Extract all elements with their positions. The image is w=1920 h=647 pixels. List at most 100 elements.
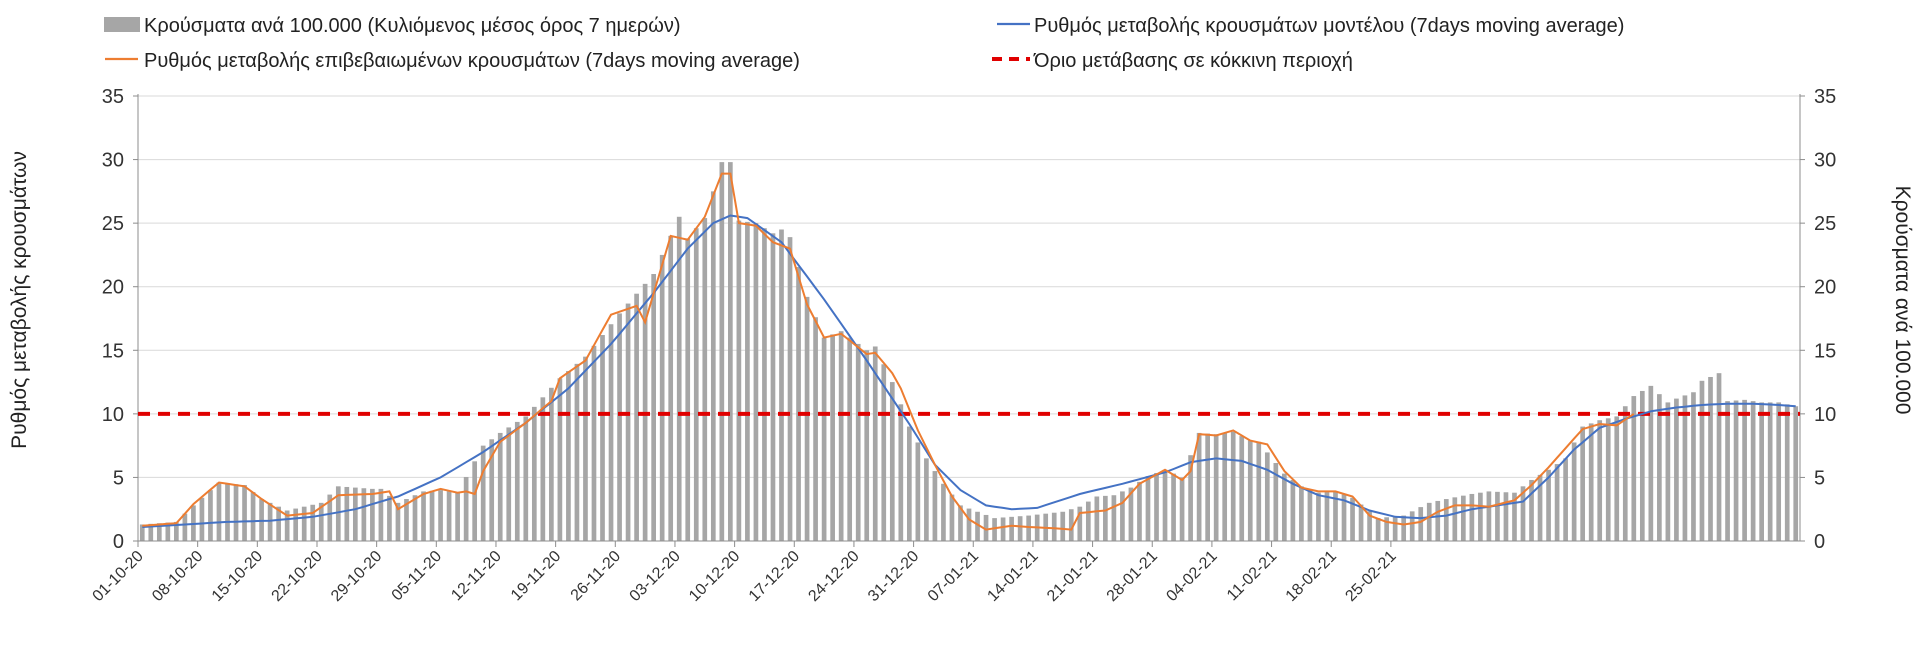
bar — [1452, 497, 1458, 541]
bar — [710, 191, 716, 541]
bar — [463, 477, 469, 541]
bar — [523, 416, 529, 541]
bar — [1409, 511, 1415, 541]
bar — [898, 404, 904, 541]
bar — [796, 267, 801, 541]
bar — [1384, 517, 1389, 541]
y-axis-right-ticks: 0 5 10 15 20 25 30 35 — [1814, 86, 1836, 553]
x-tick-label: 28-01-21 — [1104, 548, 1161, 605]
line-series — [138, 172, 1800, 531]
bar — [1367, 511, 1372, 541]
bar — [1682, 395, 1688, 541]
bar — [1767, 402, 1773, 541]
bar — [745, 221, 750, 541]
bar — [1486, 491, 1492, 541]
bar — [1333, 491, 1338, 541]
bar — [233, 484, 239, 541]
y-tick-label-left: 30 — [102, 150, 124, 172]
model-rate-line — [142, 214, 1796, 528]
bar — [438, 490, 443, 541]
bar — [1750, 401, 1756, 541]
bar — [1665, 402, 1671, 541]
bar — [1639, 390, 1645, 541]
bar — [1094, 496, 1100, 541]
bar — [838, 331, 844, 541]
y-tick-label-left: 25 — [102, 213, 124, 235]
confirmed-rate-line — [142, 172, 1635, 531]
bar — [1708, 376, 1713, 541]
bar — [242, 485, 247, 541]
bar — [455, 492, 460, 541]
bar — [634, 293, 639, 541]
bar — [992, 518, 997, 541]
bar — [932, 471, 938, 541]
bar — [762, 228, 767, 541]
bar — [557, 378, 563, 541]
bar — [1222, 432, 1228, 541]
bar — [651, 274, 656, 541]
bar — [821, 337, 827, 541]
bar — [1213, 434, 1219, 541]
bar — [1503, 492, 1509, 541]
bar — [1733, 400, 1739, 541]
bar — [659, 254, 665, 541]
bar — [139, 524, 145, 541]
bar — [1154, 472, 1159, 541]
bar — [514, 421, 520, 541]
bar — [1495, 491, 1500, 541]
y-tick-label-left: 35 — [102, 86, 124, 108]
bar — [1247, 440, 1253, 541]
bar — [1401, 515, 1407, 541]
y-tick-label-right: 15 — [1814, 340, 1836, 362]
bar — [344, 486, 350, 541]
y-axis-left-title: Ρυθμός μεταβολής κρουσμάτων — [8, 151, 31, 449]
bar — [327, 494, 333, 541]
axes — [133, 94, 1805, 542]
bar — [1205, 433, 1210, 541]
bar — [1699, 380, 1705, 541]
bar — [395, 502, 401, 541]
bar — [1418, 507, 1424, 541]
bar — [1776, 402, 1782, 541]
legend-label-threshold: Όριο μετάβασης σε κόκκινη περιοχή — [1033, 50, 1353, 72]
x-tick-label: 21-01-21 — [1044, 548, 1101, 605]
bar — [1546, 469, 1551, 541]
bar — [1188, 455, 1193, 541]
bar — [1264, 452, 1270, 541]
bar — [958, 505, 963, 541]
x-tick-label: 29-10-20 — [328, 548, 385, 605]
x-tick-label: 17-12-20 — [746, 548, 803, 605]
x-tick-label: 24-12-20 — [805, 548, 862, 605]
bar — [1691, 392, 1696, 541]
bar — [1307, 489, 1313, 541]
bar — [310, 504, 316, 541]
x-tick-label: 15-10-20 — [209, 548, 266, 605]
x-tick-label: 22-10-20 — [269, 548, 326, 605]
bar — [531, 406, 537, 541]
x-tick-label: 26-11-20 — [568, 548, 625, 605]
bar — [1137, 481, 1142, 541]
bar — [1426, 502, 1432, 541]
bar — [361, 488, 367, 541]
x-tick-label: 12-11-20 — [448, 548, 505, 605]
bar — [1725, 401, 1730, 541]
bar — [1580, 426, 1586, 541]
y-tick-label-right: 35 — [1814, 86, 1836, 108]
bar — [1443, 499, 1449, 541]
bar — [1657, 394, 1662, 541]
bar — [966, 508, 972, 541]
bar — [1674, 398, 1679, 541]
bar — [1171, 473, 1176, 541]
bar — [668, 235, 674, 541]
bar — [975, 511, 980, 541]
x-tick-label: 18-02-21 — [1283, 548, 1340, 605]
bar — [378, 488, 384, 541]
y-tick-label-left: 20 — [102, 277, 124, 299]
bar — [1435, 500, 1441, 541]
x-tick-label: 19-11-20 — [508, 548, 565, 605]
bar — [1622, 406, 1628, 541]
bar — [1282, 473, 1287, 541]
bar — [1716, 373, 1722, 541]
bar — [1742, 399, 1747, 541]
x-tick-label: 31-12-20 — [865, 548, 922, 605]
